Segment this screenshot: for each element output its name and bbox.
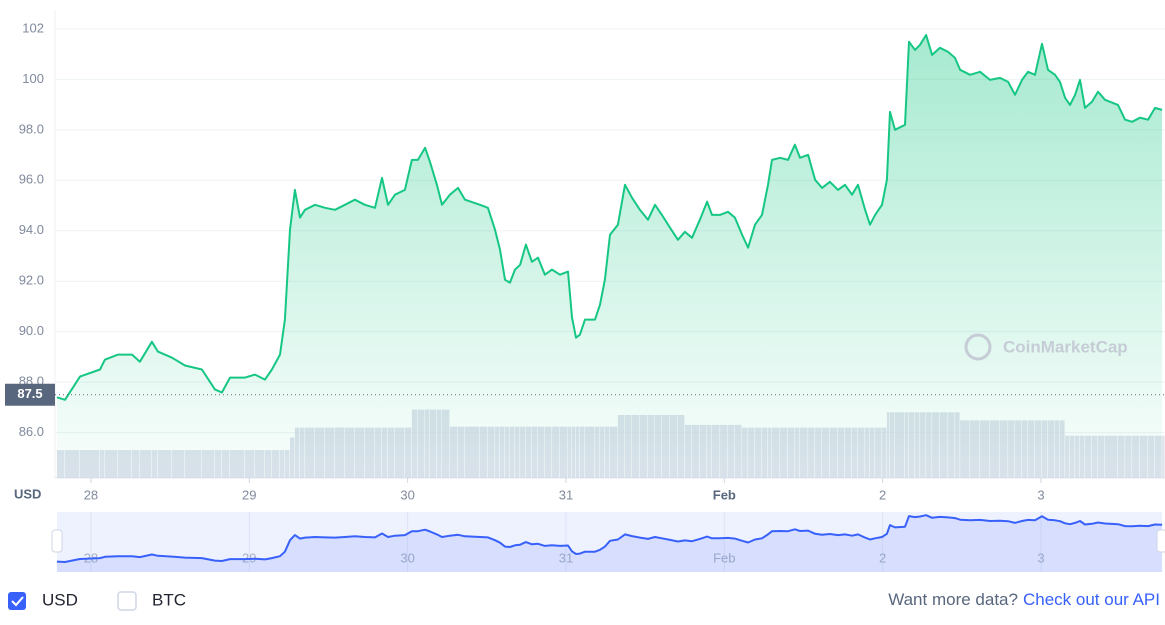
x-tick-label: 30: [400, 487, 414, 502]
x-tick-label: 29: [242, 487, 256, 502]
navigator-tick-label: Feb: [713, 550, 735, 565]
legend-label[interactable]: USD: [42, 590, 78, 609]
y-axis-label: USD: [14, 486, 41, 501]
checkbox[interactable]: [8, 592, 26, 610]
watermark-text: CoinMarketCap: [1003, 337, 1128, 356]
check-icon: [11, 596, 24, 607]
x-tick-label: 2: [879, 487, 886, 502]
x-tick-label: 3: [1037, 487, 1044, 502]
y-tick-label: 100: [22, 71, 44, 86]
watermark: CoinMarketCap: [964, 333, 1128, 361]
navigator-handle[interactable]: [1156, 529, 1165, 553]
navigator-line-area: [56, 515, 1163, 572]
navigator-tick-label: 3: [1037, 550, 1044, 565]
navigator-line: [56, 514, 1163, 563]
current-price-badge: [5, 383, 55, 406]
footer: Want more data? Check out our API: [888, 590, 1160, 609]
y-tick-label: 98.0: [19, 121, 44, 136]
y-tick-label: 94.0: [19, 222, 44, 237]
navigator-tick-label: 31: [559, 550, 573, 565]
y-tick-label: 90.0: [19, 323, 44, 338]
x-tick-label: 28: [84, 487, 98, 502]
x-tick-label: 31: [559, 487, 573, 502]
navigator-handle[interactable]: [51, 529, 63, 553]
y-tick-label: 92.0: [19, 273, 44, 288]
y-tick-label: 96.0: [19, 172, 44, 187]
navigator-tick-label: 2: [879, 550, 886, 565]
y-tick-label: 86.0: [19, 424, 44, 439]
watermark-logo: [964, 333, 992, 361]
y-tick-label: 102: [22, 20, 44, 35]
current-price-label: 87.5: [17, 386, 42, 401]
legend-label[interactable]: BTC: [152, 590, 186, 609]
x-tick-label: Feb: [713, 487, 736, 502]
checkbox[interactable]: [117, 591, 137, 611]
price-line: [56, 34, 1163, 401]
price-line-area: [56, 35, 1163, 478]
navigator-tick-label: 30: [400, 550, 414, 565]
volume-bar: [1162, 435, 1165, 478]
footer-text: Want more data?: [888, 590, 1018, 609]
footer-link[interactable]: Check out our API: [1023, 590, 1160, 609]
